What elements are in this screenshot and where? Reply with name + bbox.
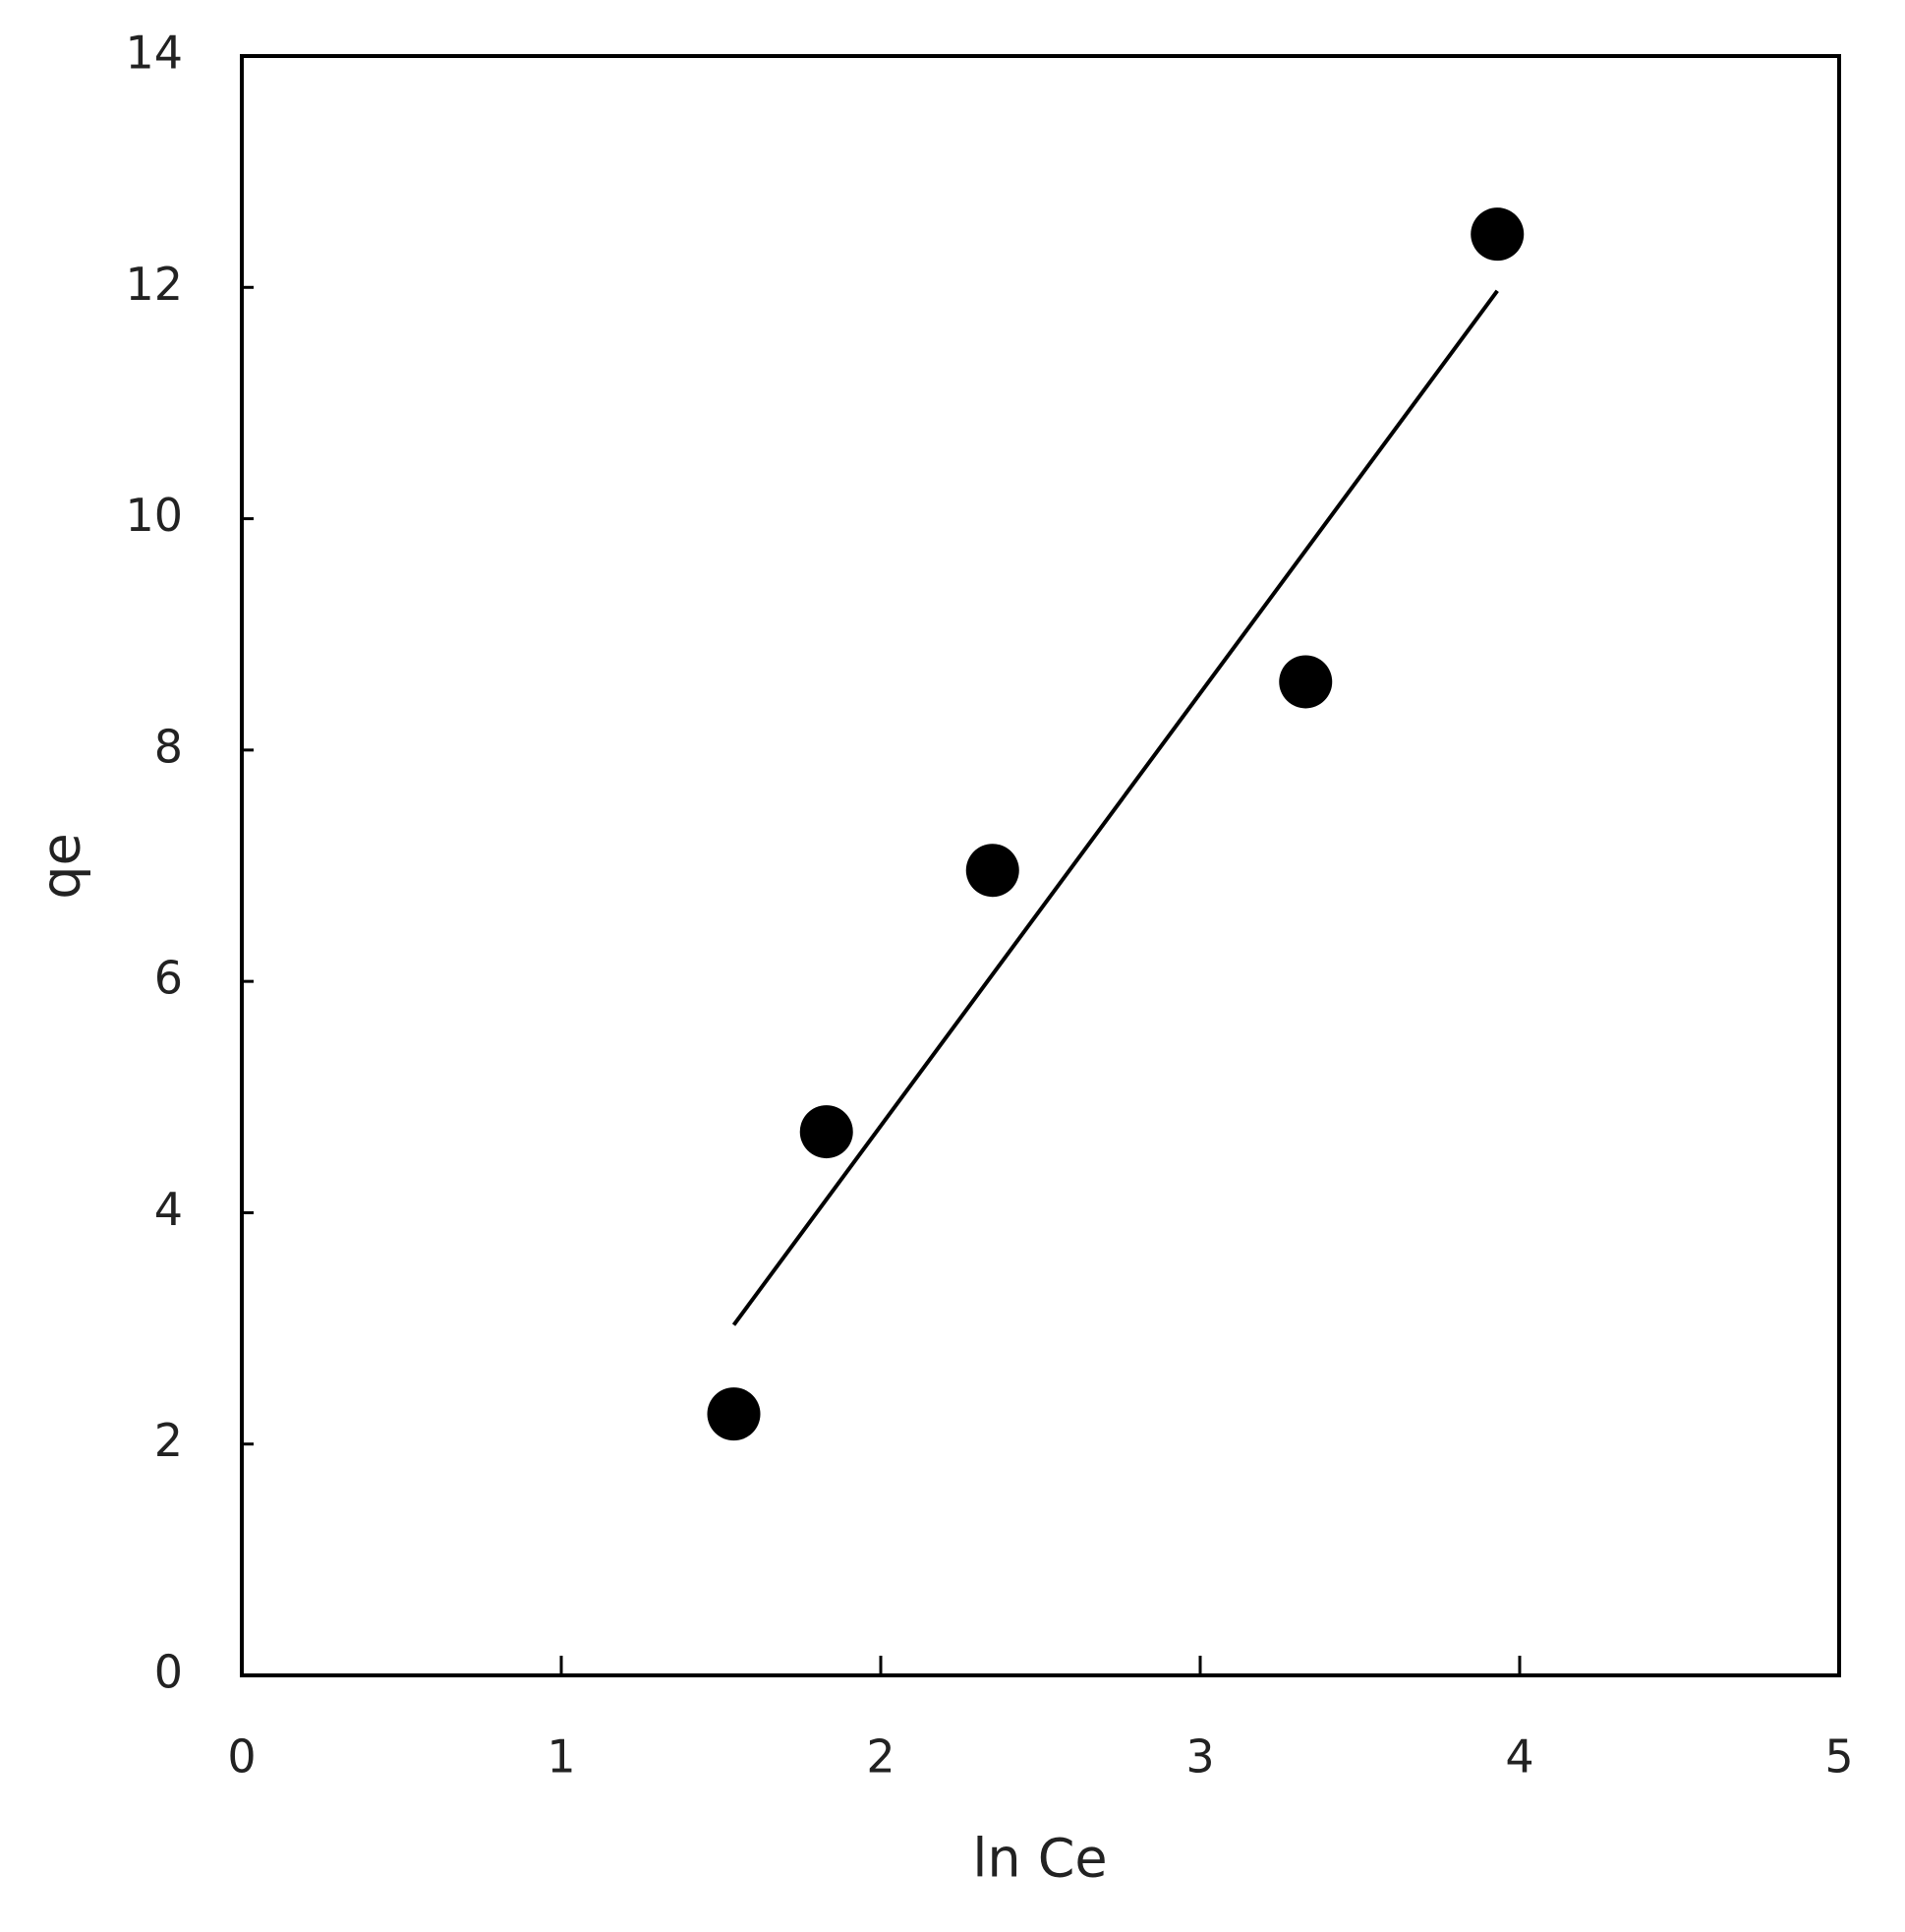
y-tick-label: 6 xyxy=(154,952,183,1005)
y-axis-title: qe xyxy=(30,833,92,900)
data-point xyxy=(1279,655,1333,709)
y-tick-label: 0 xyxy=(154,1646,183,1699)
x-tick-label: 1 xyxy=(547,1730,575,1784)
plot-frame xyxy=(240,54,1841,1677)
y-tick-label: 8 xyxy=(154,720,183,773)
y-tick-label: 10 xyxy=(125,489,183,542)
trend-line xyxy=(731,289,1499,1326)
data-point xyxy=(707,1387,761,1441)
data-point xyxy=(1471,207,1525,262)
x-axis-title: ln Ce xyxy=(972,1828,1107,1890)
x-tick-label: 4 xyxy=(1505,1730,1533,1784)
data-point xyxy=(965,844,1019,898)
y-tick-label: 12 xyxy=(125,258,183,311)
y-tick-label: 14 xyxy=(125,27,183,80)
x-tick-label: 2 xyxy=(866,1730,895,1784)
x-tick-label: 3 xyxy=(1185,1730,1214,1784)
x-tick-label: 0 xyxy=(227,1730,256,1784)
data-point xyxy=(799,1105,853,1159)
x-tick-label: 5 xyxy=(1824,1730,1853,1784)
y-tick-label: 4 xyxy=(154,1183,183,1236)
y-tick-label: 2 xyxy=(154,1414,183,1467)
